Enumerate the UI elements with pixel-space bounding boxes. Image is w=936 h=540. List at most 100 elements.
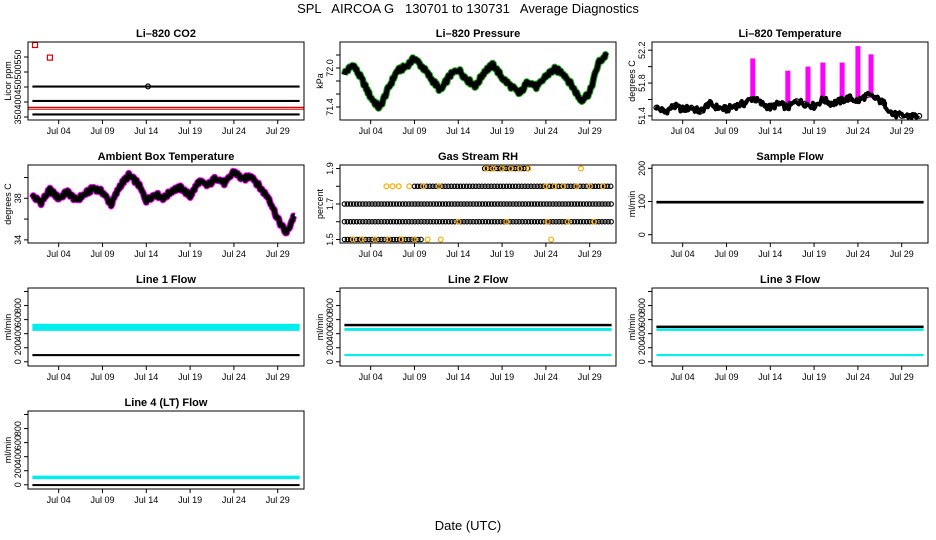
data-point: [522, 218, 529, 225]
data-point: [485, 201, 492, 207]
data-point: [608, 201, 614, 207]
plot-area: [32, 323, 300, 357]
data-point: [596, 201, 602, 207]
x-tick-label: Jul 19: [178, 249, 202, 259]
data-point: [463, 183, 470, 190]
data-point: [559, 218, 565, 225]
data-point: [525, 218, 532, 225]
page-title: SPL AIRCOA G 130701 to 130731 Average Di…: [297, 1, 639, 16]
data-band: [656, 354, 924, 357]
x-tick-label: Jul 29: [266, 249, 290, 259]
data-point: [415, 201, 421, 207]
x-tick-label: Jul 24: [846, 372, 870, 382]
data-point: [580, 183, 586, 190]
data-point: [466, 183, 473, 190]
data-point: [494, 165, 500, 172]
chart-title: Line 3 Flow: [760, 274, 820, 286]
y-tick-label: 34: [13, 235, 23, 245]
data-band: [32, 354, 300, 357]
data-point: [381, 236, 387, 243]
data-point: [387, 201, 394, 207]
data-point: [369, 201, 375, 207]
data-point: [491, 183, 497, 190]
x-tick-label: Jul 04: [359, 249, 383, 259]
data-point: [559, 201, 565, 207]
y-axis-label: degrees C: [627, 60, 637, 102]
y-tick-label: 800: [637, 298, 647, 313]
data-point: [583, 218, 590, 225]
x-tick-label: Jul 04: [47, 249, 71, 259]
data-point: [360, 201, 366, 207]
data-point: [344, 201, 351, 207]
data-point: [562, 201, 568, 207]
data-point: [424, 201, 430, 207]
data-point: [418, 201, 424, 207]
x-tick-label: Jul 24: [222, 249, 246, 259]
data-band: [656, 328, 924, 331]
data-point: [525, 165, 532, 172]
x-tick-label: Jul 29: [266, 372, 290, 382]
data-point: [433, 201, 440, 207]
data-point: [344, 218, 351, 225]
y-tick-label: 0: [637, 359, 647, 364]
data-point: [550, 201, 556, 207]
data-point: [479, 201, 486, 207]
data-point: [395, 183, 402, 190]
data-point: [378, 236, 384, 243]
data-point: [592, 183, 599, 190]
data-band: [32, 85, 300, 88]
data-point: [460, 183, 467, 190]
data-point: [551, 183, 558, 190]
data-point: [439, 201, 446, 207]
x-tick-label: Jul 19: [802, 372, 826, 382]
data-point: [467, 218, 473, 225]
plot-frame: [27, 287, 305, 367]
y-axis-label: degrees C: [3, 183, 13, 225]
data-point: [510, 218, 516, 225]
y-tick-label: 0: [13, 359, 23, 364]
data-point: [409, 201, 415, 207]
data-point: [381, 218, 387, 225]
x-tick-label: Jul 04: [47, 372, 71, 382]
data-point: [571, 201, 578, 207]
data-point: [473, 201, 479, 207]
plot-area: [653, 46, 923, 120]
data-point: [439, 218, 446, 225]
y-axis-label: percent: [315, 188, 325, 219]
data-point: [369, 236, 375, 243]
data-point: [560, 183, 567, 190]
data-point: [341, 236, 348, 243]
x-tick-label: Jul 19: [490, 372, 514, 382]
y-axis-label: ml/min: [315, 314, 325, 341]
data-point: [399, 201, 406, 207]
y-tick-label: 600: [13, 312, 23, 327]
data-point: [406, 201, 412, 207]
data-point: [583, 183, 589, 190]
data-point: [534, 201, 541, 207]
data-point: [591, 218, 598, 225]
x-tick-label: Jul 29: [890, 126, 914, 136]
data-point: [347, 236, 354, 243]
data-point: [503, 183, 510, 190]
data-point: [412, 218, 418, 225]
data-point: [433, 183, 439, 190]
data-point: [399, 218, 406, 225]
data-point: [341, 218, 348, 225]
data-point: [549, 183, 556, 190]
data-point: [494, 201, 501, 207]
data-point: [436, 218, 443, 225]
plot-frame: [651, 287, 929, 367]
data-point: [353, 236, 360, 243]
x-tick-label: Jul 04: [47, 495, 71, 505]
data-point: [501, 201, 507, 207]
data-point: [498, 201, 504, 207]
plot-frame: [27, 41, 305, 121]
x-tick-label: Jul 19: [490, 126, 514, 136]
data-point: [356, 201, 363, 207]
x-tick-label: Jul 24: [534, 372, 558, 382]
data-point: [528, 201, 535, 207]
x-tick-label: Jul 19: [802, 126, 826, 136]
chart-title: Ambient Box Temperature: [98, 151, 235, 163]
y-tick-label: 800: [13, 421, 23, 436]
